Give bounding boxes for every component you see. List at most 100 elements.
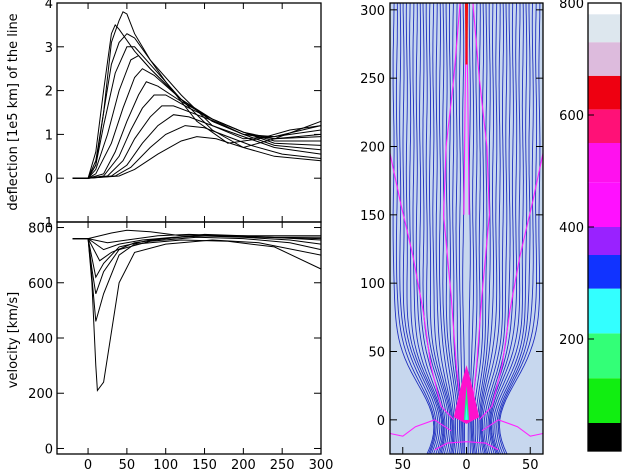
colorbar-band [588,75,621,110]
deflection-curves [72,11,322,179]
contour-line [481,3,504,454]
contour-ytick-label: 0 [377,414,385,429]
colorbar-band [588,143,621,183]
deflection-ytick-label: 2 [45,85,53,100]
contour-line [405,3,441,454]
colorbar-band [588,288,621,334]
velocity-series-line [72,238,322,322]
colorbar-ticks: 200 400 600 800 [559,0,594,348]
colorbar-band [588,3,621,15]
contour-line [455,3,463,454]
velocity-xtick-label: 250 [270,458,295,470]
velocity-xtick-label: 200 [231,458,256,470]
colorbar: 200 400 600 800 [559,0,622,452]
contour-ytick-label: 300 [360,4,385,19]
velocity-ytick-label: 0 [45,442,53,457]
deflection-series-line [72,11,322,179]
green-core [463,385,470,420]
velocity-ytick-label: 400 [28,332,53,347]
contour-line [452,3,462,454]
contour-line [399,3,437,454]
contour-line [409,3,443,454]
magenta-contour [390,153,455,421]
contour-line [480,3,501,454]
contour-line [478,3,494,454]
deflection-ytick-label: 4 [45,0,53,12]
contour-line [474,3,488,454]
magenta-contour [390,419,452,437]
velocity-xtick-label: 0 [84,458,92,470]
contour-line [489,3,521,454]
colorbar-band [588,333,621,379]
deflection-panel: -1 0 1 2 3 4 deflection [1e5 km] of the line [6,0,322,231]
contour-line [469,3,475,454]
contour-line [415,3,445,454]
contour-xtick-label: 50 [394,458,411,470]
contour-line [485,3,511,454]
red-core [453,3,480,424]
colorbar-band [588,227,621,255]
contour-line [422,3,448,454]
magenta-contour [481,419,543,437]
velocity-frame [56,221,322,455]
colorbar-band [588,378,621,423]
velocity-xtick-label: 100 [153,458,178,470]
velocity-ytick-label: 200 [28,387,53,402]
contour-ytick-label: 200 [360,141,385,156]
deflection-series-line [72,46,322,179]
velocity-ticks: 0 50 100 150 200 250 300 0 200 400 600 800 [28,222,333,470]
contour-line [476,3,491,454]
contour-ticks: 0 50 100 150 200 250 300 50 0 50 [360,4,543,470]
colorbar-band [588,42,621,76]
magenta-contour [478,153,543,421]
contour-ytick-label: 250 [360,72,385,87]
contour-ytick-label: 150 [360,209,385,224]
contour-xtick-label: 50 [522,458,539,470]
deflection-ytick-label: 0 [45,172,53,187]
cyan-core [465,403,468,420]
contour-line [439,3,455,454]
contour-line [445,3,459,454]
colorbar-band [588,255,621,289]
magenta-contour [434,441,499,451]
contour-line [442,3,457,454]
colorbar-band [588,423,621,451]
contour-line [497,3,538,454]
velocity-series-line [72,238,322,392]
velocity-xtick-label: 300 [309,458,334,470]
velocity-series-line [72,229,321,240]
velocity-series-line [72,235,322,279]
colorbar-tick-label: 400 [559,221,584,236]
contour-line [483,3,508,454]
contour-frame [389,2,544,455]
colorbar-band [588,14,621,43]
deflection-ytick-label: -1 [40,216,53,231]
contour-ytick-label: 50 [368,346,385,361]
magenta-contour [443,3,462,414]
velocity-series-line [72,236,322,294]
contour-line [458,3,464,454]
contour-ytick-label: 100 [360,277,385,292]
colorbar-frame [587,2,622,452]
velocity-curves [72,229,322,392]
deflection-ylabel: deflection [1e5 km] of the line [6,13,21,210]
deflection-frame [56,2,322,223]
deflection-series-line [72,125,322,179]
velocity-panel: 0 50 100 150 200 250 300 0 200 400 600 800 velocity… [6,221,333,470]
velocity-xtick-label: 150 [192,458,217,470]
contour-line [490,3,524,454]
colorbar-bands [588,3,621,451]
colorbar-tick-label: 200 [559,333,584,348]
velocity-ylabel: velocity [km/s] [6,292,21,388]
velocity-ytick-label: 800 [28,222,53,237]
contour-line [435,3,454,454]
contour-line [402,3,439,454]
deflection-ytick-label: 3 [45,41,53,56]
deflection-series-line [72,33,322,179]
contour-line [479,3,498,454]
colorbar-tick-label: 800 [559,0,584,12]
contour-line [472,3,485,454]
contour-line [496,3,534,454]
red-core-top [464,3,469,65]
